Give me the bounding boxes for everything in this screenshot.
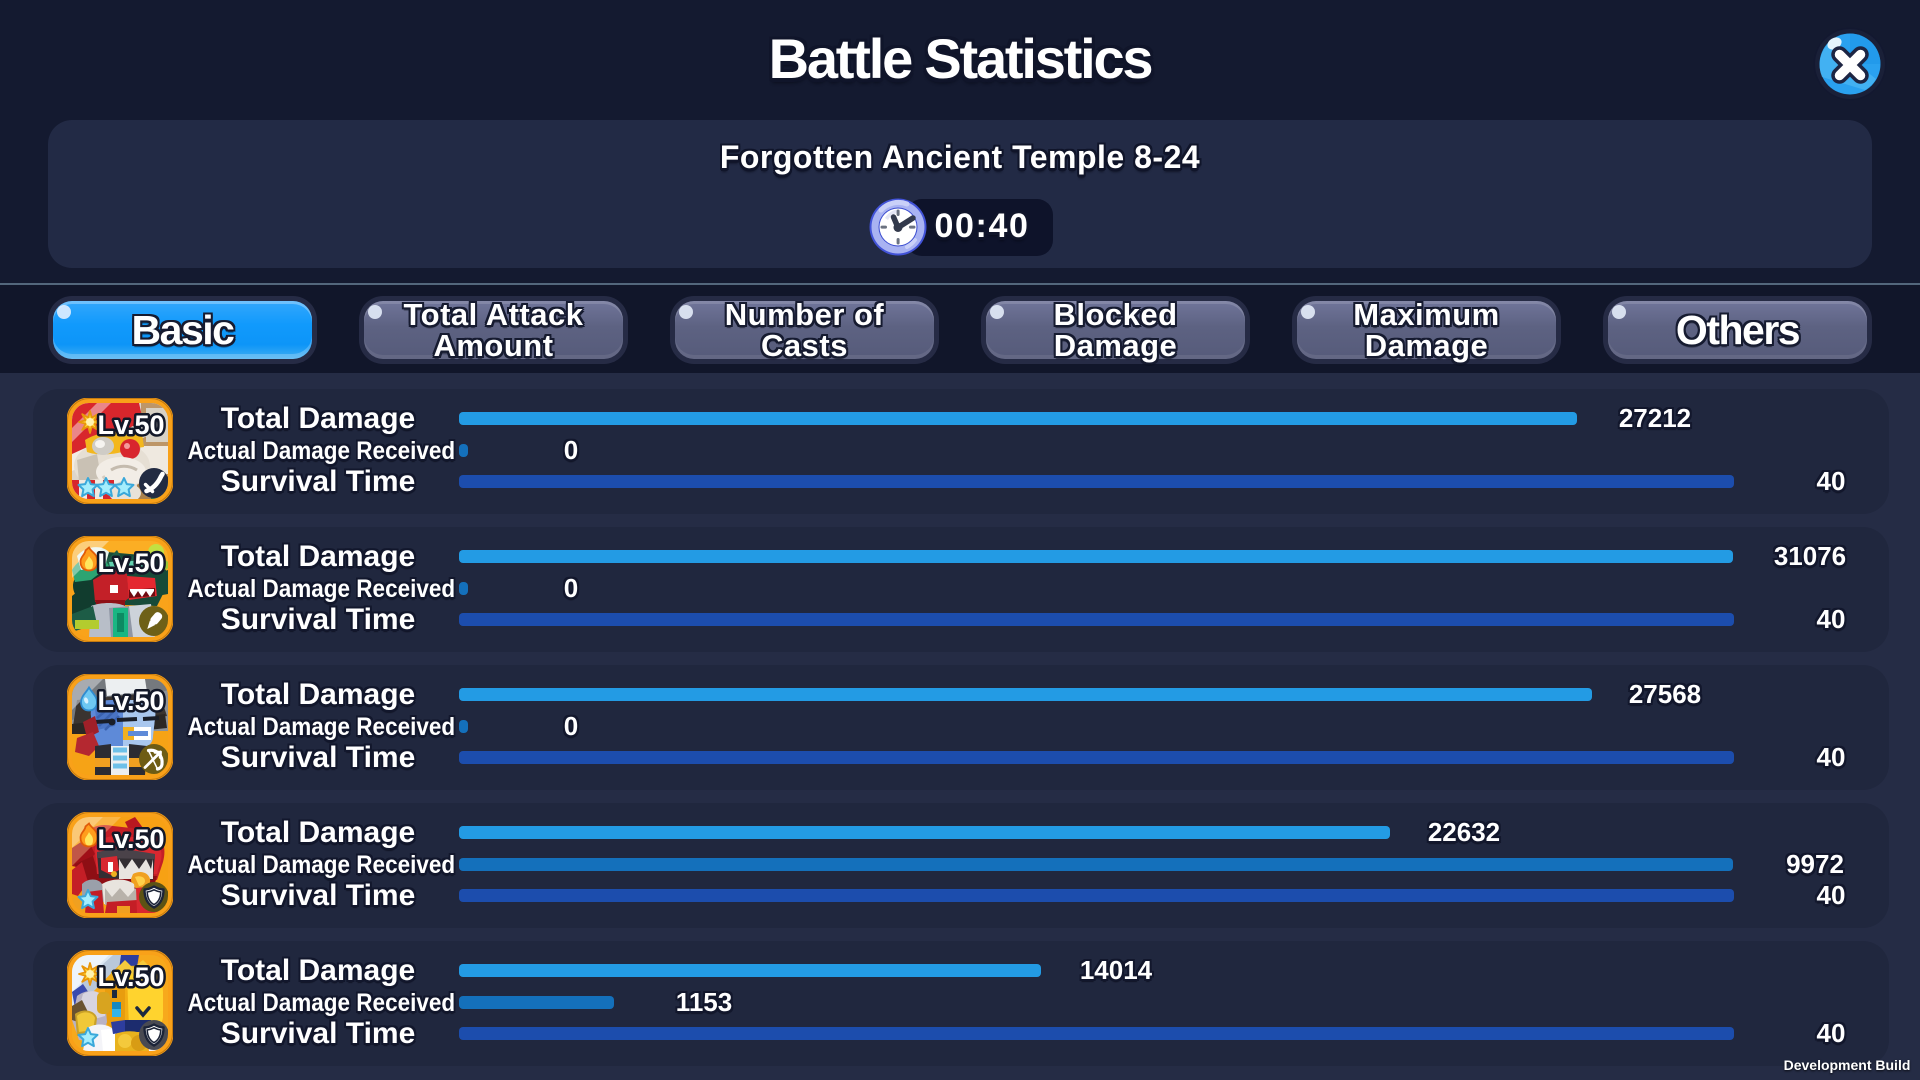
- svg-text:Lv.50: Lv.50: [97, 824, 164, 854]
- svg-text:Lv.50: Lv.50: [97, 686, 164, 716]
- svg-text:Lv.50: Lv.50: [97, 548, 164, 578]
- svg-text:Lv.50: Lv.50: [97, 410, 164, 440]
- svg-text:Lv.50: Lv.50: [97, 962, 164, 992]
